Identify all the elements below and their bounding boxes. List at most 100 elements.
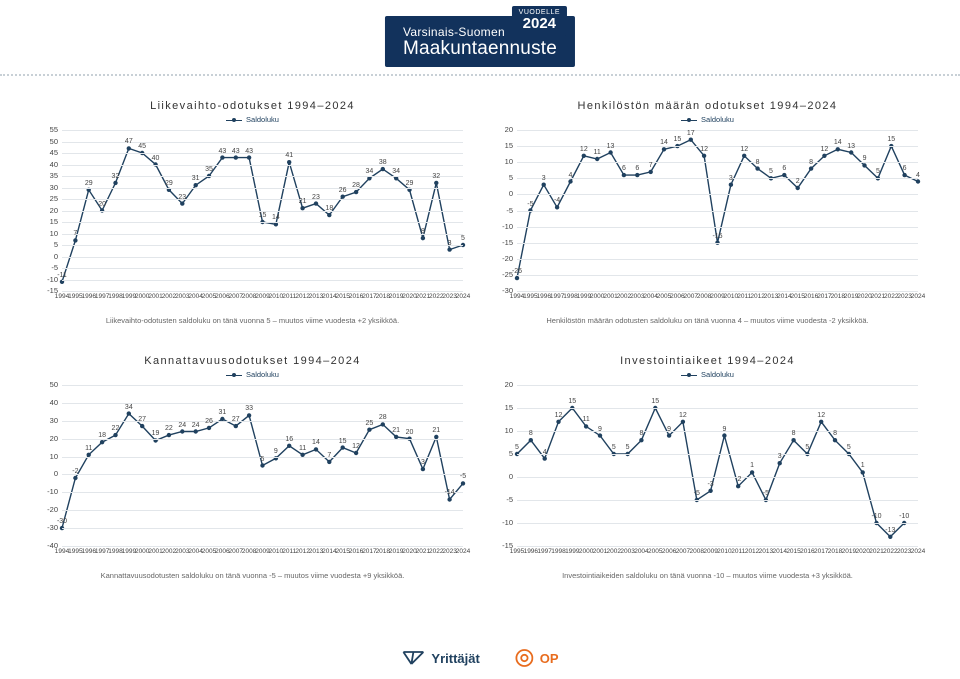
x-axis-label: 2005 [657,293,671,300]
grid-line [62,291,463,292]
x-axis-label: 2006 [215,548,229,555]
year-box: VUODELLE 2024 [512,6,567,37]
data-point [287,444,291,448]
data-point-label: -2 [72,468,78,475]
grid-line [517,194,918,195]
data-point-label: -5 [694,490,700,497]
y-axis-label: 35 [40,171,58,180]
x-axis-label: 1997 [95,293,109,300]
y-axis-label: 25 [40,194,58,203]
data-point-label: 29 [85,180,93,187]
data-point-label: 4 [916,172,920,179]
x-axis-label: 1998 [563,293,577,300]
x-axis-label: 2010 [269,548,283,555]
x-axis-label: 2008 [242,293,256,300]
y-axis-label: 15 [495,141,513,150]
data-point [543,456,547,460]
x-axis-label: 2007 [684,293,698,300]
x-axis-label: 2008 [242,548,256,555]
data-point [729,183,733,187]
data-point-label: 1 [861,463,865,470]
data-point-label: 7 [73,231,77,238]
x-axis-label: 2008 [697,293,711,300]
y-axis-label: 0 [40,252,58,261]
grid-line [62,142,463,143]
line-svg [62,385,463,546]
chart-kannattavuus: Kannattavuusodotukset 1994–2024Saldoluku… [40,355,465,580]
x-axis-label: 2022 [884,293,898,300]
x-axis-label: 2011 [282,293,296,300]
data-point [584,424,588,428]
x-axis-label: 2003 [620,548,634,555]
x-axis-label: 2017 [362,548,376,555]
line-svg [517,385,918,546]
data-point [421,467,425,471]
data-point [447,497,451,501]
x-axis-label: 2004 [643,293,657,300]
data-point [542,183,546,187]
data-point [194,429,198,433]
y-axis-label: 5 [495,449,513,458]
data-point [247,155,251,159]
x-axis-label: 2000 [135,293,149,300]
x-axis-label: 1997 [95,548,109,555]
grid-line [517,259,918,260]
x-axis-label: 2011 [737,293,751,300]
logo-op: OP [516,649,559,667]
y-axis-label: 20 [40,206,58,215]
data-point-label: 21 [432,427,440,434]
x-axis-label: 2023 [897,293,911,300]
chart-footnote: Henkilöstön määrän odotusten saldoluku o… [495,316,920,325]
y-axis-label: 15 [40,217,58,226]
grid-line [62,421,463,422]
data-point [649,170,653,174]
data-point-label: 3 [448,240,452,247]
chart-investointi: Investointiaikeet 1994–2024Saldoluku-15-… [495,355,920,580]
x-axis-label: 2024 [911,293,925,300]
data-point-label: -11 [57,272,67,279]
data-point [708,489,712,493]
grid-line [62,176,463,177]
y-axis-label: 10 [40,452,58,461]
data-point-label: 4 [569,172,573,179]
data-point [421,236,425,240]
data-point [73,476,77,480]
data-point [916,179,920,183]
x-axis-label: 1997 [550,293,564,300]
legend-text: Saldoluku [701,370,734,379]
data-point [836,147,840,151]
y-axis-label: 55 [40,125,58,134]
data-point [314,201,318,205]
data-point-label: 1 [750,463,754,470]
plot-area: -40-30-20-100102030405019941995199619971… [62,385,463,546]
data-point-label: 6 [782,165,786,172]
x-axis-label: 2008 [690,548,704,555]
grid-line [62,439,463,440]
data-point [529,438,533,442]
data-point-label: 15 [259,212,267,219]
x-axis-label: 2019 [842,548,856,555]
data-point-label: 31 [218,409,226,416]
plot-area: -30-25-20-15-10-505101520199419951996199… [517,130,918,291]
data-point-label: 40 [152,155,160,162]
data-point-label: 8 [529,430,533,437]
data-point-label: 20 [98,201,106,208]
data-point-label: 12 [740,146,748,153]
x-axis-label: 2013 [759,548,773,555]
data-point-label: 5 [847,444,851,451]
x-axis-label: 2012 [745,548,759,555]
data-point [722,433,726,437]
x-axis-label: 2019 [389,548,403,555]
x-axis-label: 2015 [335,548,349,555]
data-point [354,190,358,194]
data-point [314,447,318,451]
data-point-label: -15 [712,233,722,240]
series-line [517,140,918,278]
chart-liikevaihto: Liikevaihto-odotukset 1994–2024Saldoluku… [40,100,465,325]
data-point [555,205,559,209]
data-point [608,150,612,154]
data-point [755,166,759,170]
x-axis-label: 2022 [883,548,897,555]
x-axis-label: 2014 [772,548,786,555]
data-point [582,154,586,158]
